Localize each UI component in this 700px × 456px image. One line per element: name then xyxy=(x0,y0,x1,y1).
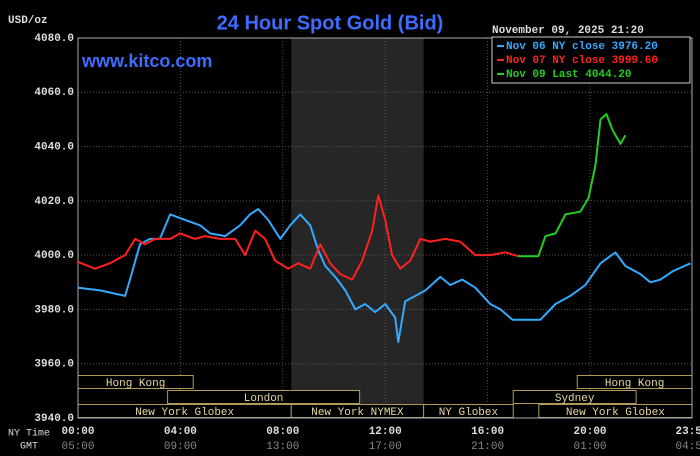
y-tick-label: 4020.0 xyxy=(34,196,74,208)
watermark: www.kitco.com xyxy=(81,51,212,71)
series-line xyxy=(77,208,691,343)
series-line xyxy=(518,113,627,258)
y-axis-label: USD/oz xyxy=(8,15,48,27)
x-tick-label: 20:00 xyxy=(574,426,607,438)
y-tick-label: 4040.0 xyxy=(34,141,74,153)
session-label: New York Globex xyxy=(566,407,665,419)
y-tick-label: 3960.0 xyxy=(34,359,74,371)
y-tick-label: 3980.0 xyxy=(34,304,74,316)
legend-label: Nov 09 Last 4044.20 xyxy=(506,69,631,81)
session-label: New York NYMEX xyxy=(311,407,404,419)
x2-tick-label: 09:00 xyxy=(164,441,197,453)
session-label: New York Globex xyxy=(135,407,234,419)
session-bar xyxy=(512,390,637,404)
y-tick-label: 4080.0 xyxy=(34,33,74,45)
session-label: Sydney xyxy=(555,393,595,405)
session-label: Hong Kong xyxy=(106,378,165,390)
timestamp: November 09, 2025 21:20 xyxy=(492,25,644,37)
x2-tick-label: 17:00 xyxy=(369,441,402,453)
session-label: London xyxy=(244,393,284,405)
x-tick-label: 00:00 xyxy=(61,426,94,438)
plot-border xyxy=(77,37,693,419)
x-axis-label: NY Time xyxy=(8,428,50,440)
x-tick-label: 08:00 xyxy=(266,426,299,438)
session-bar xyxy=(167,390,361,404)
x-tick-label: 12:00 xyxy=(369,426,402,438)
legend-box xyxy=(491,36,691,84)
legend-label: Nov 07 NY close 3999.60 xyxy=(506,55,658,67)
session-label: NY Globex xyxy=(439,407,499,419)
y-tick-label: 4060.0 xyxy=(34,87,74,99)
series-line xyxy=(77,194,519,281)
y-tick-label: 3940.0 xyxy=(34,413,74,425)
x2-tick-label: 04:59 xyxy=(675,441,700,453)
session-label: Hong Kong xyxy=(605,378,664,390)
y-tick-label: 4000.0 xyxy=(34,250,74,262)
x2-tick-label: 05:00 xyxy=(61,441,94,453)
session-shade xyxy=(291,38,424,418)
chart-title: 24 Hour Spot Gold (Bid) xyxy=(217,12,444,34)
x2-axis-label: GMT xyxy=(20,442,38,453)
x2-tick-label: 21:00 xyxy=(471,441,504,453)
x-tick-label: 16:00 xyxy=(471,426,504,438)
x-tick-label: 23:59 xyxy=(675,426,700,438)
x2-tick-label: 13:00 xyxy=(266,441,299,453)
x2-tick-label: 01:00 xyxy=(574,441,607,453)
legend-label: Nov 06 NY close 3976.20 xyxy=(506,41,658,53)
x-tick-label: 04:00 xyxy=(164,426,197,438)
